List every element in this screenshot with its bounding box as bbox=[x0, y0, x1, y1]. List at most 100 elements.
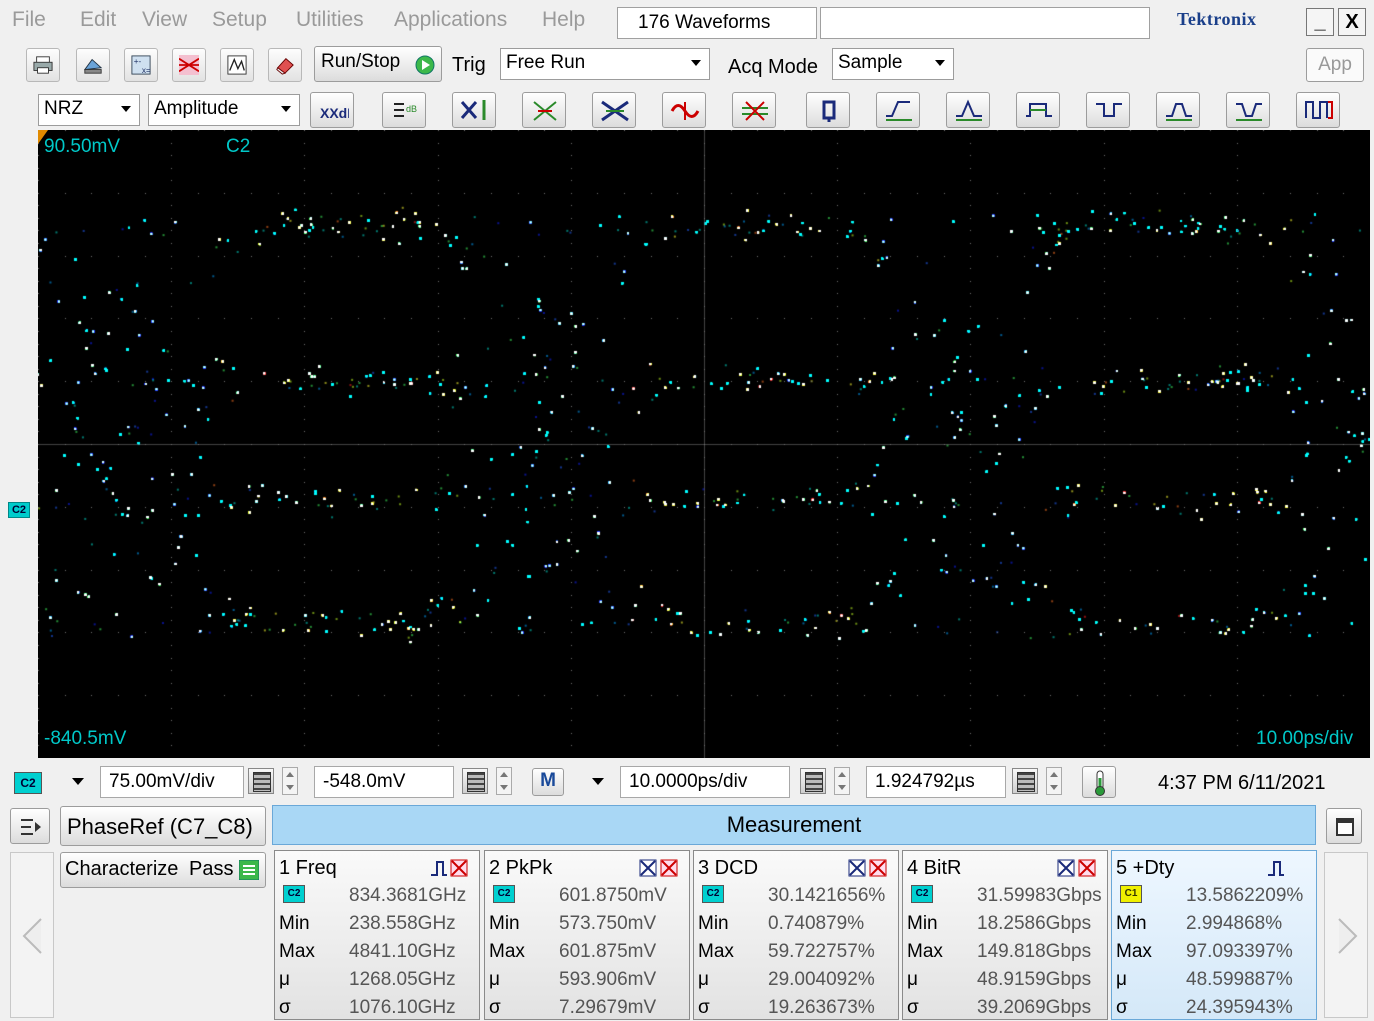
close-button[interactable]: X bbox=[1338, 8, 1366, 36]
measurement-card[interactable]: 1 Freq C2 834.3681GHz Min 238.558GHz Max 4841.… bbox=[274, 850, 480, 1020]
math-button[interactable]: M bbox=[532, 768, 564, 796]
math-dropdown-icon[interactable] bbox=[592, 778, 604, 785]
mean-label: μ bbox=[1116, 969, 1127, 990]
horizontal-scale-field[interactable]: 10.0000ps/div bbox=[620, 766, 790, 798]
svg-text:dB: dB bbox=[406, 104, 417, 114]
mean-label: μ bbox=[279, 969, 290, 990]
channel-label: C2 bbox=[226, 136, 251, 157]
phase-ref-button[interactable]: PhaseRef (C7_C8) bbox=[60, 806, 266, 846]
menu-file[interactable]: File bbox=[12, 8, 46, 31]
menu-setup[interactable]: Setup bbox=[212, 8, 267, 31]
measurement-card[interactable]: 3 DCD C2 30.1421656% Min 0.740879% Max 59.7227… bbox=[693, 850, 899, 1020]
horizontal-position-spinner[interactable] bbox=[1046, 767, 1062, 795]
panel-menu-button[interactable] bbox=[10, 808, 50, 844]
noise-mask-button[interactable] bbox=[732, 92, 776, 128]
mean-label: μ bbox=[489, 969, 500, 990]
temperature-button[interactable] bbox=[1082, 766, 1116, 798]
run-stop-button[interactable]: Run/Stop bbox=[314, 46, 442, 82]
crossing-button[interactable] bbox=[592, 92, 636, 128]
noise-decomp-button[interactable] bbox=[662, 92, 706, 128]
keypad-icon[interactable] bbox=[462, 768, 488, 794]
next-page-button[interactable] bbox=[1324, 852, 1368, 1018]
eye-clear-button[interactable] bbox=[172, 48, 206, 82]
db-scale-icon: XXdB bbox=[320, 105, 349, 121]
status-field bbox=[820, 7, 1150, 39]
eraser-button[interactable] bbox=[268, 48, 302, 82]
vertical-offset-spinner[interactable] bbox=[496, 767, 512, 795]
negative-pulse-icon bbox=[1236, 103, 1262, 121]
fall-time-button[interactable] bbox=[946, 92, 990, 128]
channel-chip[interactable]: C2 bbox=[14, 772, 42, 794]
prev-page-button[interactable] bbox=[10, 852, 54, 1018]
measurement-config-icon[interactable] bbox=[848, 859, 888, 877]
min-value: 2.994868% bbox=[1186, 913, 1283, 934]
channel-position-marker[interactable]: C2 bbox=[8, 502, 30, 518]
source-chip: C2 bbox=[283, 885, 305, 903]
keypad-icon[interactable] bbox=[800, 768, 826, 794]
print-button[interactable] bbox=[26, 48, 60, 82]
vertical-scale-spinner[interactable] bbox=[282, 767, 298, 795]
vertical-scale-field[interactable]: 75.00mV/div bbox=[100, 766, 244, 798]
characterize-button[interactable]: Characterize Pass bbox=[60, 852, 266, 888]
menu-applications[interactable]: Applications bbox=[394, 8, 508, 31]
menu-utilities[interactable]: Utilities bbox=[296, 8, 364, 31]
measurement-value: 30.1421656% bbox=[768, 885, 886, 906]
mean-value: 48.9159Gbps bbox=[977, 969, 1092, 990]
scanner-button[interactable] bbox=[76, 48, 110, 82]
jitter-breakdown-button[interactable]: dB bbox=[382, 92, 426, 128]
horizontal-scale-spinner[interactable] bbox=[834, 767, 850, 795]
trig-mode-select[interactable]: Free Run bbox=[500, 48, 710, 80]
positive-pulse-button[interactable] bbox=[1086, 92, 1130, 128]
measurement-config-icon[interactable] bbox=[639, 859, 679, 877]
min-label: Min bbox=[907, 913, 938, 934]
sigma-value: 7.29679mV bbox=[559, 997, 657, 1018]
signal-type-select[interactable]: NRZ bbox=[38, 94, 140, 126]
channel-dropdown-icon[interactable] bbox=[72, 778, 84, 785]
app-button[interactable]: App bbox=[1306, 48, 1364, 82]
keypad-icon[interactable] bbox=[248, 768, 274, 794]
measurement-category-select[interactable]: Amplitude bbox=[148, 94, 300, 126]
db-scale-button[interactable]: XXdB bbox=[310, 92, 354, 128]
duty-cycle-button[interactable] bbox=[1296, 92, 1340, 128]
measurement-card[interactable]: 5 +Dty C1 13.5862209% Min 2.994868% Max 97.093… bbox=[1111, 850, 1317, 1020]
run-indicator-icon bbox=[415, 55, 435, 75]
max-label: Max bbox=[489, 941, 525, 962]
q-factor-button[interactable] bbox=[806, 92, 850, 128]
calculator-button[interactable]: +- x= bbox=[124, 48, 158, 82]
minimize-button[interactable]: _ bbox=[1306, 8, 1334, 36]
pulse-width-button[interactable] bbox=[1016, 92, 1060, 128]
measurement-config-icon[interactable] bbox=[1266, 859, 1306, 877]
measurement-card[interactable]: 4 BitR C2 31.59983Gbps Min 18.2586Gbps Max 149… bbox=[902, 850, 1108, 1020]
period-icon bbox=[1166, 103, 1192, 121]
horizontal-position-field[interactable]: 1.924792µs bbox=[866, 766, 1006, 798]
rise-time-button[interactable] bbox=[876, 92, 920, 128]
pulse-width-icon bbox=[1026, 103, 1052, 117]
measurement-card[interactable]: 2 PkPk C2 601.8750mV Min 573.750mV Max 601.875… bbox=[484, 850, 690, 1020]
negative-pulse-button[interactable] bbox=[1226, 92, 1270, 128]
panel-popout-button[interactable] bbox=[1326, 808, 1362, 844]
max-value: 59.722757% bbox=[768, 941, 875, 962]
measurement-config-icon[interactable] bbox=[1057, 859, 1097, 877]
waveform-display[interactable]: 90.50mV C2 -840.5mV 10.00ps/div bbox=[38, 130, 1370, 758]
chevron-down-icon bbox=[121, 106, 131, 112]
menu-edit[interactable]: Edit bbox=[80, 8, 117, 31]
vertical-offset-field[interactable]: -548.0mV bbox=[314, 766, 454, 798]
sigma-label: σ bbox=[279, 997, 291, 1018]
measurement-config-icon[interactable] bbox=[429, 859, 469, 877]
max-label: Max bbox=[279, 941, 315, 962]
eye-pattern-icon bbox=[179, 55, 199, 75]
max-value: 149.818Gbps bbox=[977, 941, 1092, 962]
period-button[interactable] bbox=[1156, 92, 1200, 128]
menu-help[interactable]: Help bbox=[542, 8, 586, 31]
menu-view[interactable]: View bbox=[142, 8, 188, 31]
characterize-label: Characterize bbox=[65, 858, 179, 880]
min-value: 573.750mV bbox=[559, 913, 657, 934]
eye-height-icon bbox=[460, 100, 486, 120]
sigma-value: 24.395943% bbox=[1186, 997, 1293, 1018]
eye-width-button[interactable] bbox=[522, 92, 566, 128]
eye-height-button[interactable] bbox=[452, 92, 496, 128]
bottom-voltage-label: -840.5mV bbox=[44, 728, 127, 749]
acq-mode-select[interactable]: Sample bbox=[832, 48, 954, 80]
keypad-icon[interactable] bbox=[1012, 768, 1038, 794]
autoset-button[interactable] bbox=[220, 48, 254, 82]
